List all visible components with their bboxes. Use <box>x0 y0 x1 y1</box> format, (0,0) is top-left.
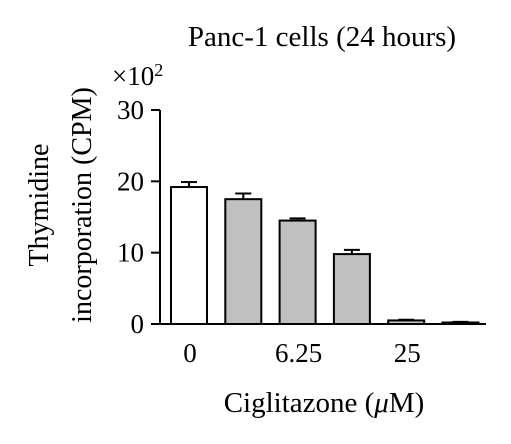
x-axis-label-suffix: M) <box>389 387 424 419</box>
y-tick-label: 0 <box>131 309 145 339</box>
ticks: 0 10 20 30 0 6.25 25 <box>117 95 421 368</box>
axes <box>159 110 486 325</box>
y-multiplier-base: ×10 <box>112 61 154 91</box>
x-tick-label: 6.25 <box>275 338 322 368</box>
x-axis-label-prefix: Ciglitazone ( <box>224 387 375 419</box>
y-tick-label: 10 <box>117 238 144 268</box>
bar <box>224 198 263 326</box>
bar <box>332 253 371 326</box>
y-multiplier-exponent: 2 <box>154 60 163 80</box>
y-multiplier-label: ×102 <box>112 60 163 91</box>
chart-title: Panc-1 cells (24 hours) <box>188 21 456 53</box>
y-tick-label: 20 <box>117 166 144 196</box>
x-axis-label-mu: μ <box>373 387 389 419</box>
y-axis-label-line2: incorporation (CPM) <box>67 87 98 323</box>
x-axis-label: Ciglitazone (μM) <box>224 387 425 419</box>
bar <box>170 186 208 325</box>
x-tick-label: 25 <box>394 338 421 368</box>
bar <box>278 219 317 325</box>
x-tick-label: 0 <box>183 338 197 368</box>
y-tick-label: 30 <box>117 95 144 125</box>
bars <box>170 181 480 326</box>
bar <box>387 319 426 325</box>
y-axis-label-line1: Thymidine <box>24 144 55 267</box>
